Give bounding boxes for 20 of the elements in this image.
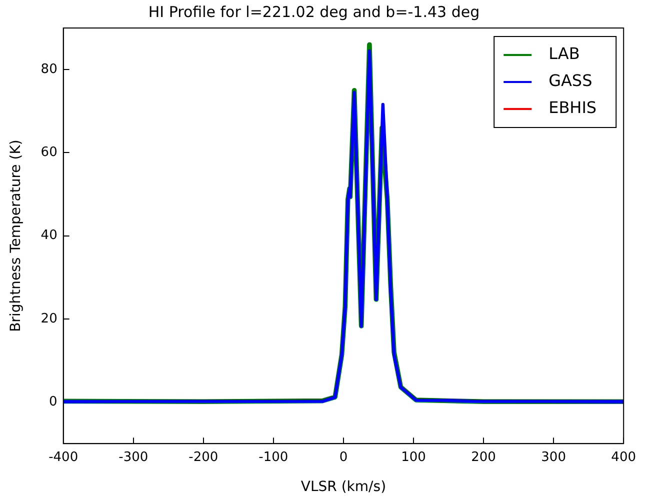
- y-tick-label: 0: [49, 394, 58, 410]
- y-tick-label: 60: [40, 145, 58, 160]
- x-tick-label: 400: [611, 450, 636, 465]
- y-tick-label: 40: [40, 228, 58, 244]
- chart-title: HI Profile for l=221.02 deg and b=-1.43 deg: [148, 2, 480, 21]
- y-tick-label: 80: [40, 62, 58, 77]
- x-tick-label: -200: [188, 450, 218, 465]
- x-tick-label: 200: [471, 450, 496, 465]
- y-axis-title: Brightness Temperature (K): [8, 140, 24, 332]
- x-tick-label: 0: [339, 450, 348, 465]
- legend-label: LAB: [548, 44, 580, 64]
- x-tick-label: -100: [258, 450, 288, 465]
- x-axis-title: VLSR (km/s): [300, 479, 386, 496]
- x-tick-label: -400: [48, 450, 78, 465]
- y-tick-label: 20: [40, 311, 58, 326]
- x-tick-label: -300: [118, 450, 148, 465]
- x-tick-label: 100: [401, 450, 426, 465]
- legend-label: EBHIS: [548, 98, 597, 118]
- legend-label: GASS: [548, 71, 592, 90]
- x-tick-label: 300: [541, 450, 566, 465]
